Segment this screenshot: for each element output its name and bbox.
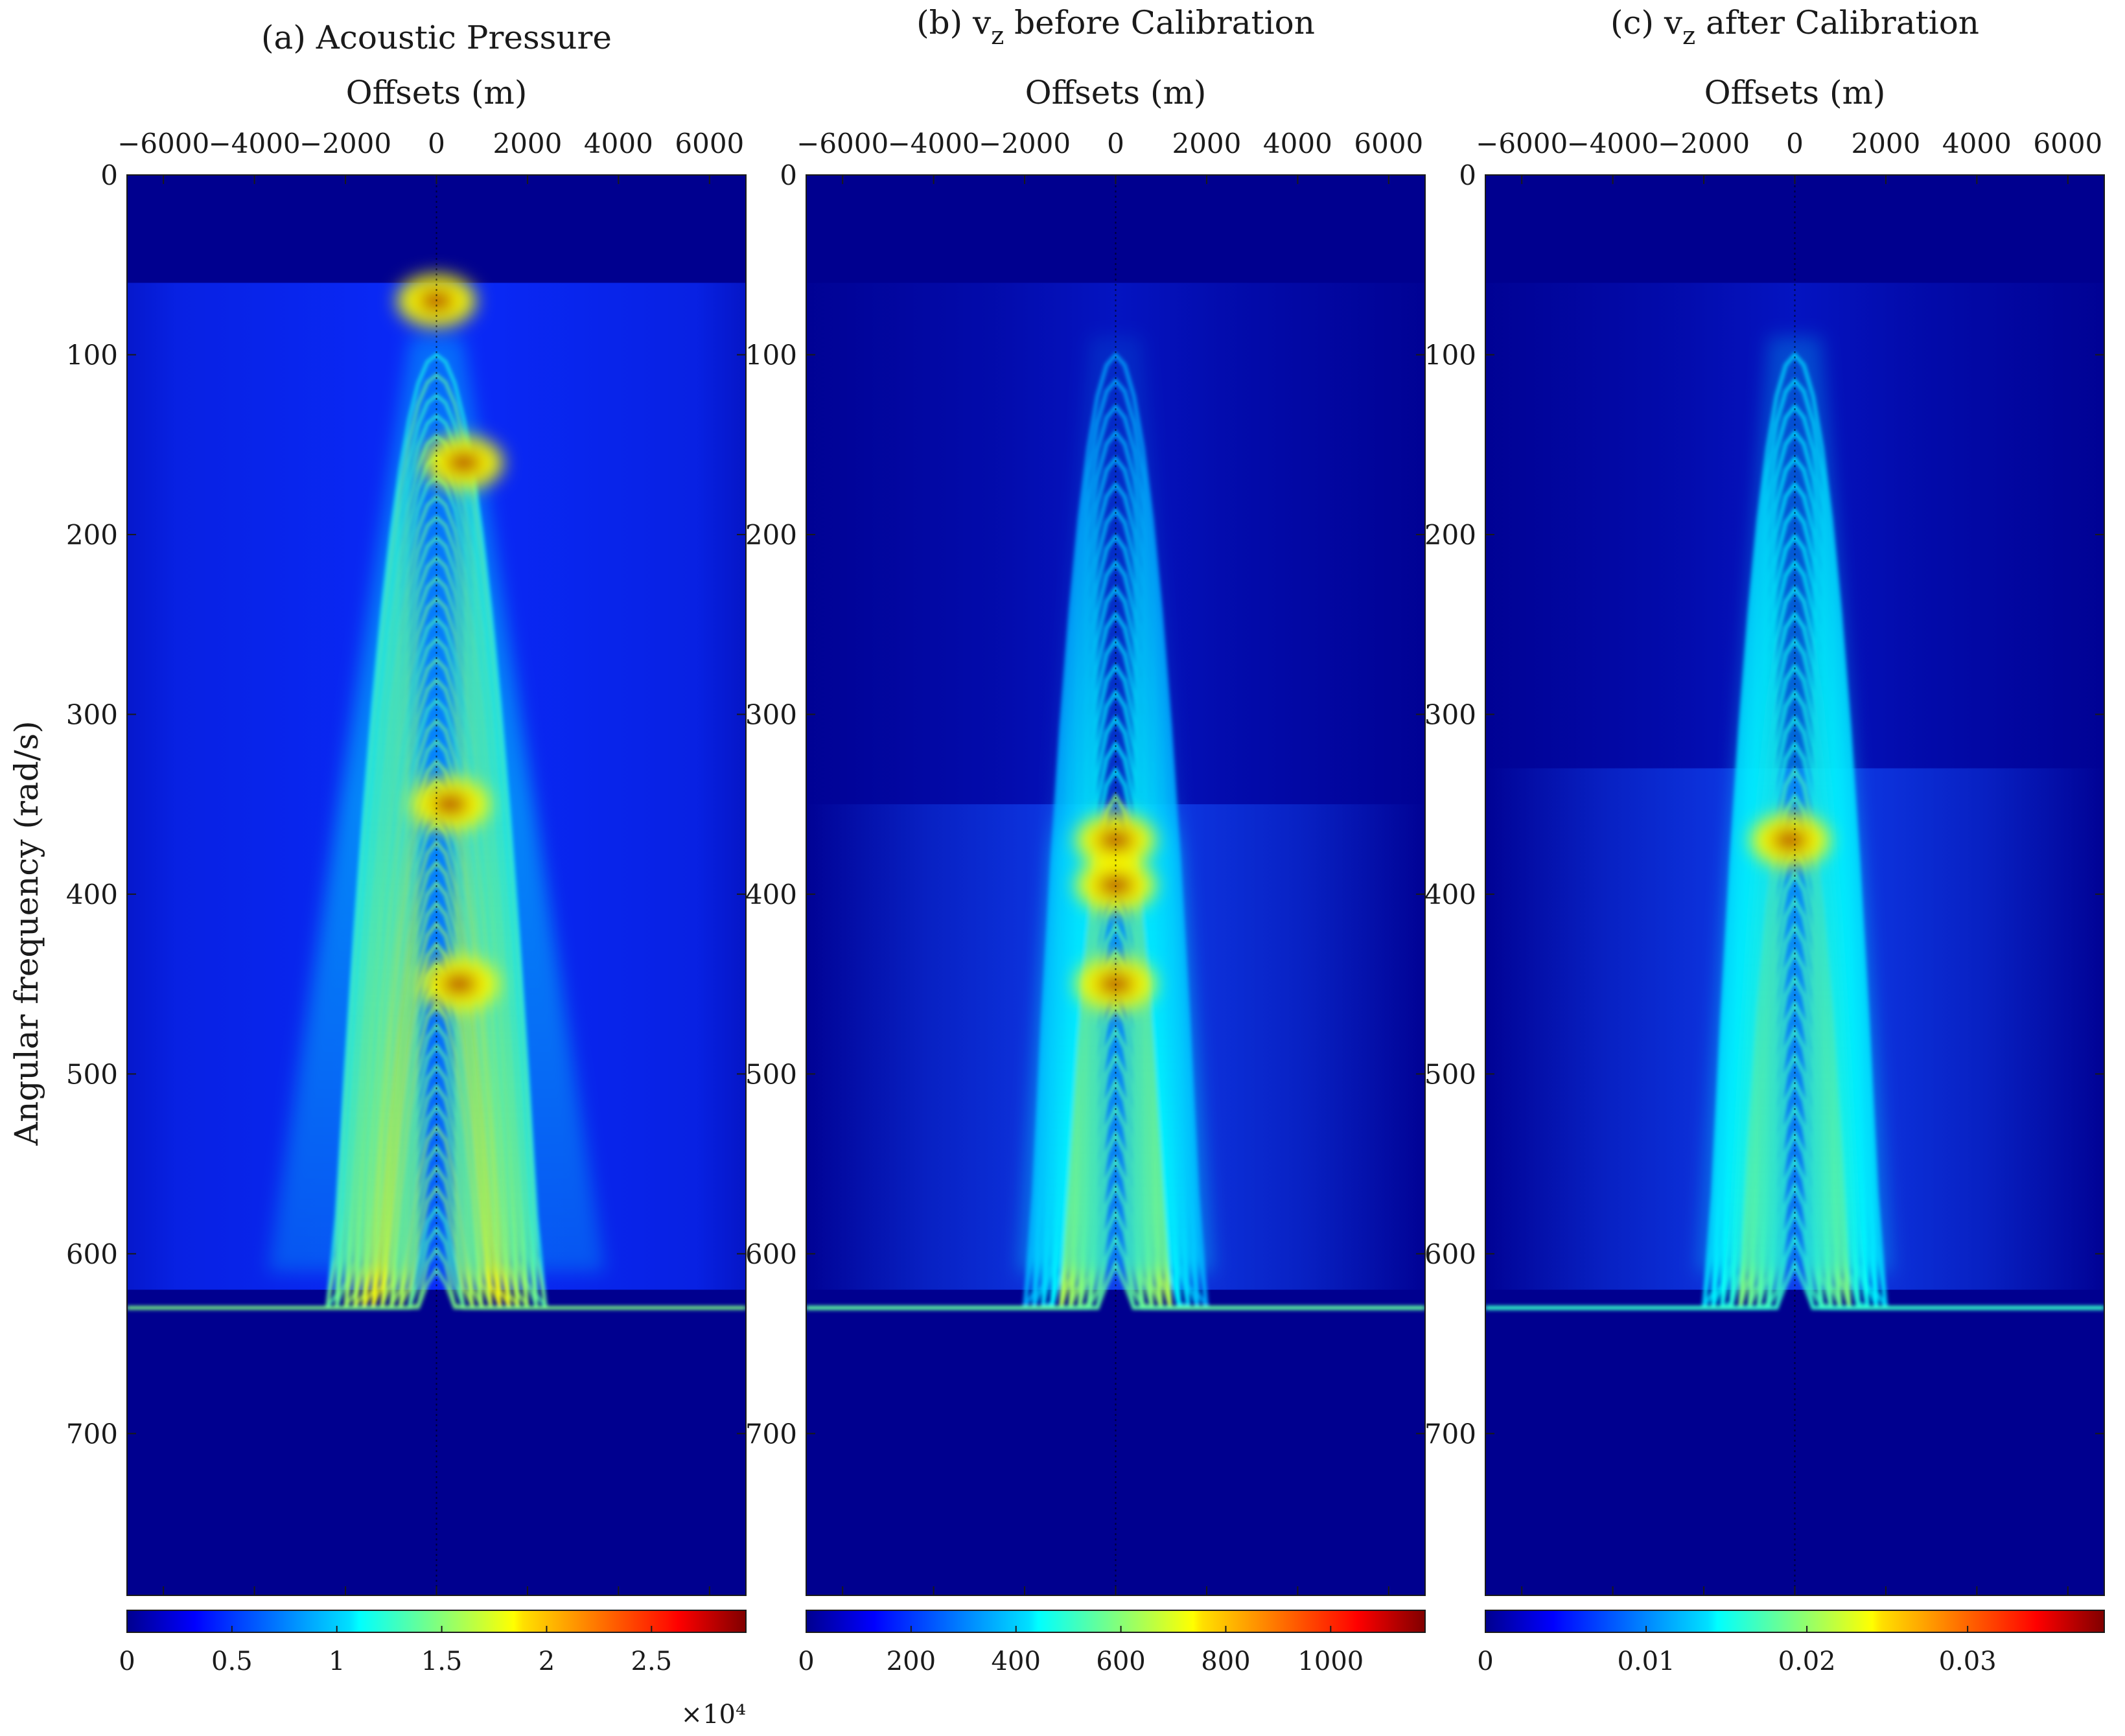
colorbar-tick-label: 0 [119, 1647, 135, 1676]
colorbar-tick-label: 0.01 [1618, 1647, 1675, 1676]
y-tick-label: 300 [1424, 699, 1476, 730]
colorbar-tick-label: 200 [887, 1647, 936, 1676]
x-tick-label: −6000 [1476, 128, 1568, 159]
colorbar-multiplier: ×10⁴ [681, 1700, 746, 1730]
colorbar-tick-label: 0 [1477, 1647, 1493, 1676]
heatmap-field [806, 175, 1425, 1595]
panel-title: (a) Acoustic Pressure [261, 19, 612, 56]
x-tick-label: 4000 [1263, 128, 1332, 159]
y-tick-label: 500 [745, 1058, 797, 1090]
heatmap-field [127, 175, 746, 1595]
y-tick-label: 100 [1424, 339, 1476, 371]
colorbar-tick-label: 400 [992, 1647, 1041, 1676]
x-tick-label: −2000 [979, 128, 1071, 159]
y-tick-label: 100 [66, 339, 118, 371]
x-tick-label: 2000 [493, 128, 562, 159]
colorbar-tick-label: 1.5 [421, 1647, 463, 1676]
y-tick-label: 600 [1424, 1238, 1476, 1270]
y-tick-label: 600 [66, 1238, 118, 1270]
y-tick-label: 300 [745, 699, 797, 730]
colorbar-tick-label: 2.5 [631, 1647, 673, 1676]
colorbar-tick-label: 2 [539, 1647, 555, 1676]
panel-3: −6000−4000−2000 0 2000 4000 6000010020030040… [1424, 4, 2105, 1676]
y-tick-label: 700 [745, 1418, 797, 1450]
colorbar [1485, 1610, 2105, 1633]
y-axis-label: Angular frequency (rad/s) [8, 721, 45, 1146]
panel-1: −6000−4000−2000 0 2000 4000 6000010020030040… [66, 19, 747, 1730]
colorbar-tick-label: 800 [1201, 1647, 1250, 1676]
x-axis-label: Offsets (m) [1025, 74, 1207, 111]
x-tick-label: −4000 [209, 128, 301, 159]
y-tick-label: 500 [1424, 1058, 1476, 1090]
x-tick-label: −6000 [117, 128, 209, 159]
colorbar [806, 1610, 1426, 1633]
x-tick-label: −2000 [299, 128, 391, 159]
x-tick-label: 0 [428, 128, 445, 159]
y-tick-label: 100 [745, 339, 797, 371]
colorbar-tick-label: 600 [1096, 1647, 1145, 1676]
colorbar-tick-label: 1000 [1297, 1647, 1364, 1676]
x-tick-label: 2000 [1851, 128, 1920, 159]
x-axis-label: Offsets (m) [346, 74, 528, 111]
colorbar-tick-label: 0.5 [211, 1647, 253, 1676]
panel-title: (c) vz after Calibration [1610, 4, 1979, 50]
y-tick-label: 0 [780, 159, 797, 191]
y-tick-label: 0 [100, 159, 118, 191]
x-tick-label: 0 [1107, 128, 1124, 159]
x-tick-label: −2000 [1658, 128, 1750, 159]
x-tick-label: −4000 [1567, 128, 1659, 159]
x-tick-label: −4000 [888, 128, 980, 159]
x-tick-label: 6000 [675, 128, 744, 159]
x-tick-label: −6000 [796, 128, 888, 159]
colorbar-tick-label: 0.02 [1778, 1647, 1836, 1676]
y-tick-label: 0 [1459, 159, 1476, 191]
y-tick-label: 700 [66, 1418, 118, 1450]
y-tick-label: 700 [1424, 1418, 1476, 1450]
colorbar-tick-label: 0 [798, 1647, 814, 1676]
x-tick-label: 4000 [584, 128, 653, 159]
x-tick-label: 6000 [1354, 128, 1423, 159]
panel-title: (b) vz before Calibration [916, 4, 1315, 50]
x-tick-label: 6000 [2033, 128, 2102, 159]
y-tick-label: 400 [66, 879, 118, 910]
colorbar [126, 1610, 747, 1633]
x-tick-label: 0 [1786, 128, 1804, 159]
colorbar-tick-label: 0.03 [1939, 1647, 1997, 1676]
x-tick-label: 2000 [1172, 128, 1241, 159]
x-tick-label: 4000 [1942, 128, 2012, 159]
colorbar-tick-label: 1 [329, 1647, 345, 1676]
y-tick-label: 300 [66, 699, 118, 730]
panel-2: −6000−4000−2000 0 2000 4000 6000010020030040… [745, 4, 1426, 1676]
y-tick-label: 500 [66, 1058, 118, 1090]
y-tick-label: 400 [1424, 879, 1476, 910]
y-tick-label: 200 [66, 519, 118, 551]
panels: −6000−4000−2000 0 2000 4000 6000010020030040… [66, 4, 2105, 1730]
y-tick-label: 400 [745, 879, 797, 910]
heatmap-field [1485, 175, 2104, 1595]
y-tick-label: 600 [745, 1238, 797, 1270]
x-axis-label: Offsets (m) [1704, 74, 1886, 111]
y-tick-label: 200 [1424, 519, 1476, 551]
y-tick-label: 200 [745, 519, 797, 551]
